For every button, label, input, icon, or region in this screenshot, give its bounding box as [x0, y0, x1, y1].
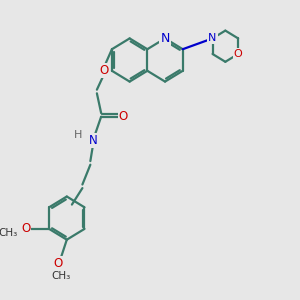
Text: H: H: [74, 130, 82, 140]
Text: CH₃: CH₃: [0, 227, 18, 238]
Text: CH₃: CH₃: [52, 271, 71, 281]
Text: O: O: [234, 49, 242, 59]
Text: N: N: [208, 33, 217, 43]
Text: O: O: [54, 256, 63, 270]
Text: N: N: [160, 32, 170, 45]
Text: O: O: [21, 222, 30, 236]
Text: N: N: [89, 134, 98, 147]
Text: O: O: [99, 64, 109, 77]
Text: O: O: [119, 110, 128, 123]
